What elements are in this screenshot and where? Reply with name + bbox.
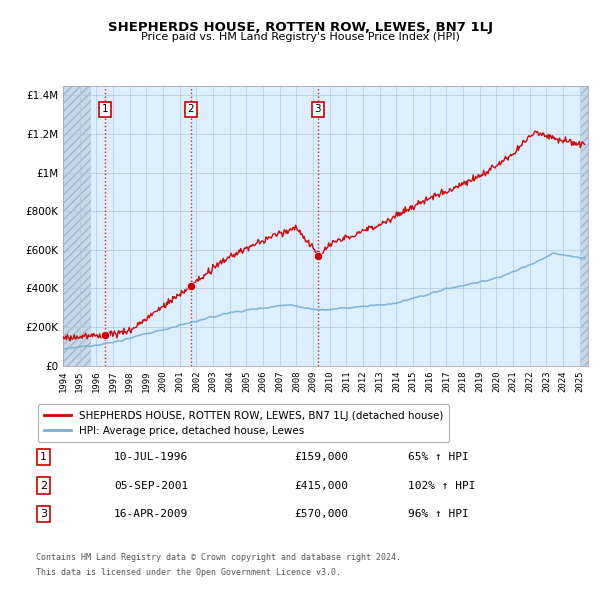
- Text: 96% ↑ HPI: 96% ↑ HPI: [408, 509, 469, 519]
- Text: SHEPHERDS HOUSE, ROTTEN ROW, LEWES, BN7 1LJ: SHEPHERDS HOUSE, ROTTEN ROW, LEWES, BN7 …: [107, 21, 493, 34]
- Text: Contains HM Land Registry data © Crown copyright and database right 2024.: Contains HM Land Registry data © Crown c…: [36, 553, 401, 562]
- Text: £570,000: £570,000: [294, 509, 348, 519]
- Text: 1: 1: [102, 104, 109, 114]
- Legend: SHEPHERDS HOUSE, ROTTEN ROW, LEWES, BN7 1LJ (detached house), HPI: Average price: SHEPHERDS HOUSE, ROTTEN ROW, LEWES, BN7 …: [38, 405, 449, 442]
- Text: 2: 2: [188, 104, 194, 114]
- Text: 3: 3: [40, 509, 47, 519]
- Text: 16-APR-2009: 16-APR-2009: [114, 509, 188, 519]
- Text: 2: 2: [40, 481, 47, 490]
- Text: 1: 1: [40, 453, 47, 462]
- Text: 102% ↑ HPI: 102% ↑ HPI: [408, 481, 476, 490]
- Bar: [581, 86, 590, 366]
- Text: 05-SEP-2001: 05-SEP-2001: [114, 481, 188, 490]
- Text: £415,000: £415,000: [294, 481, 348, 490]
- Text: Price paid vs. HM Land Registry's House Price Index (HPI): Price paid vs. HM Land Registry's House …: [140, 32, 460, 42]
- Text: This data is licensed under the Open Government Licence v3.0.: This data is licensed under the Open Gov…: [36, 568, 341, 577]
- Text: £159,000: £159,000: [294, 453, 348, 462]
- Bar: [63, 86, 91, 366]
- Text: 3: 3: [314, 104, 321, 114]
- Text: 10-JUL-1996: 10-JUL-1996: [114, 453, 188, 462]
- Text: 65% ↑ HPI: 65% ↑ HPI: [408, 453, 469, 462]
